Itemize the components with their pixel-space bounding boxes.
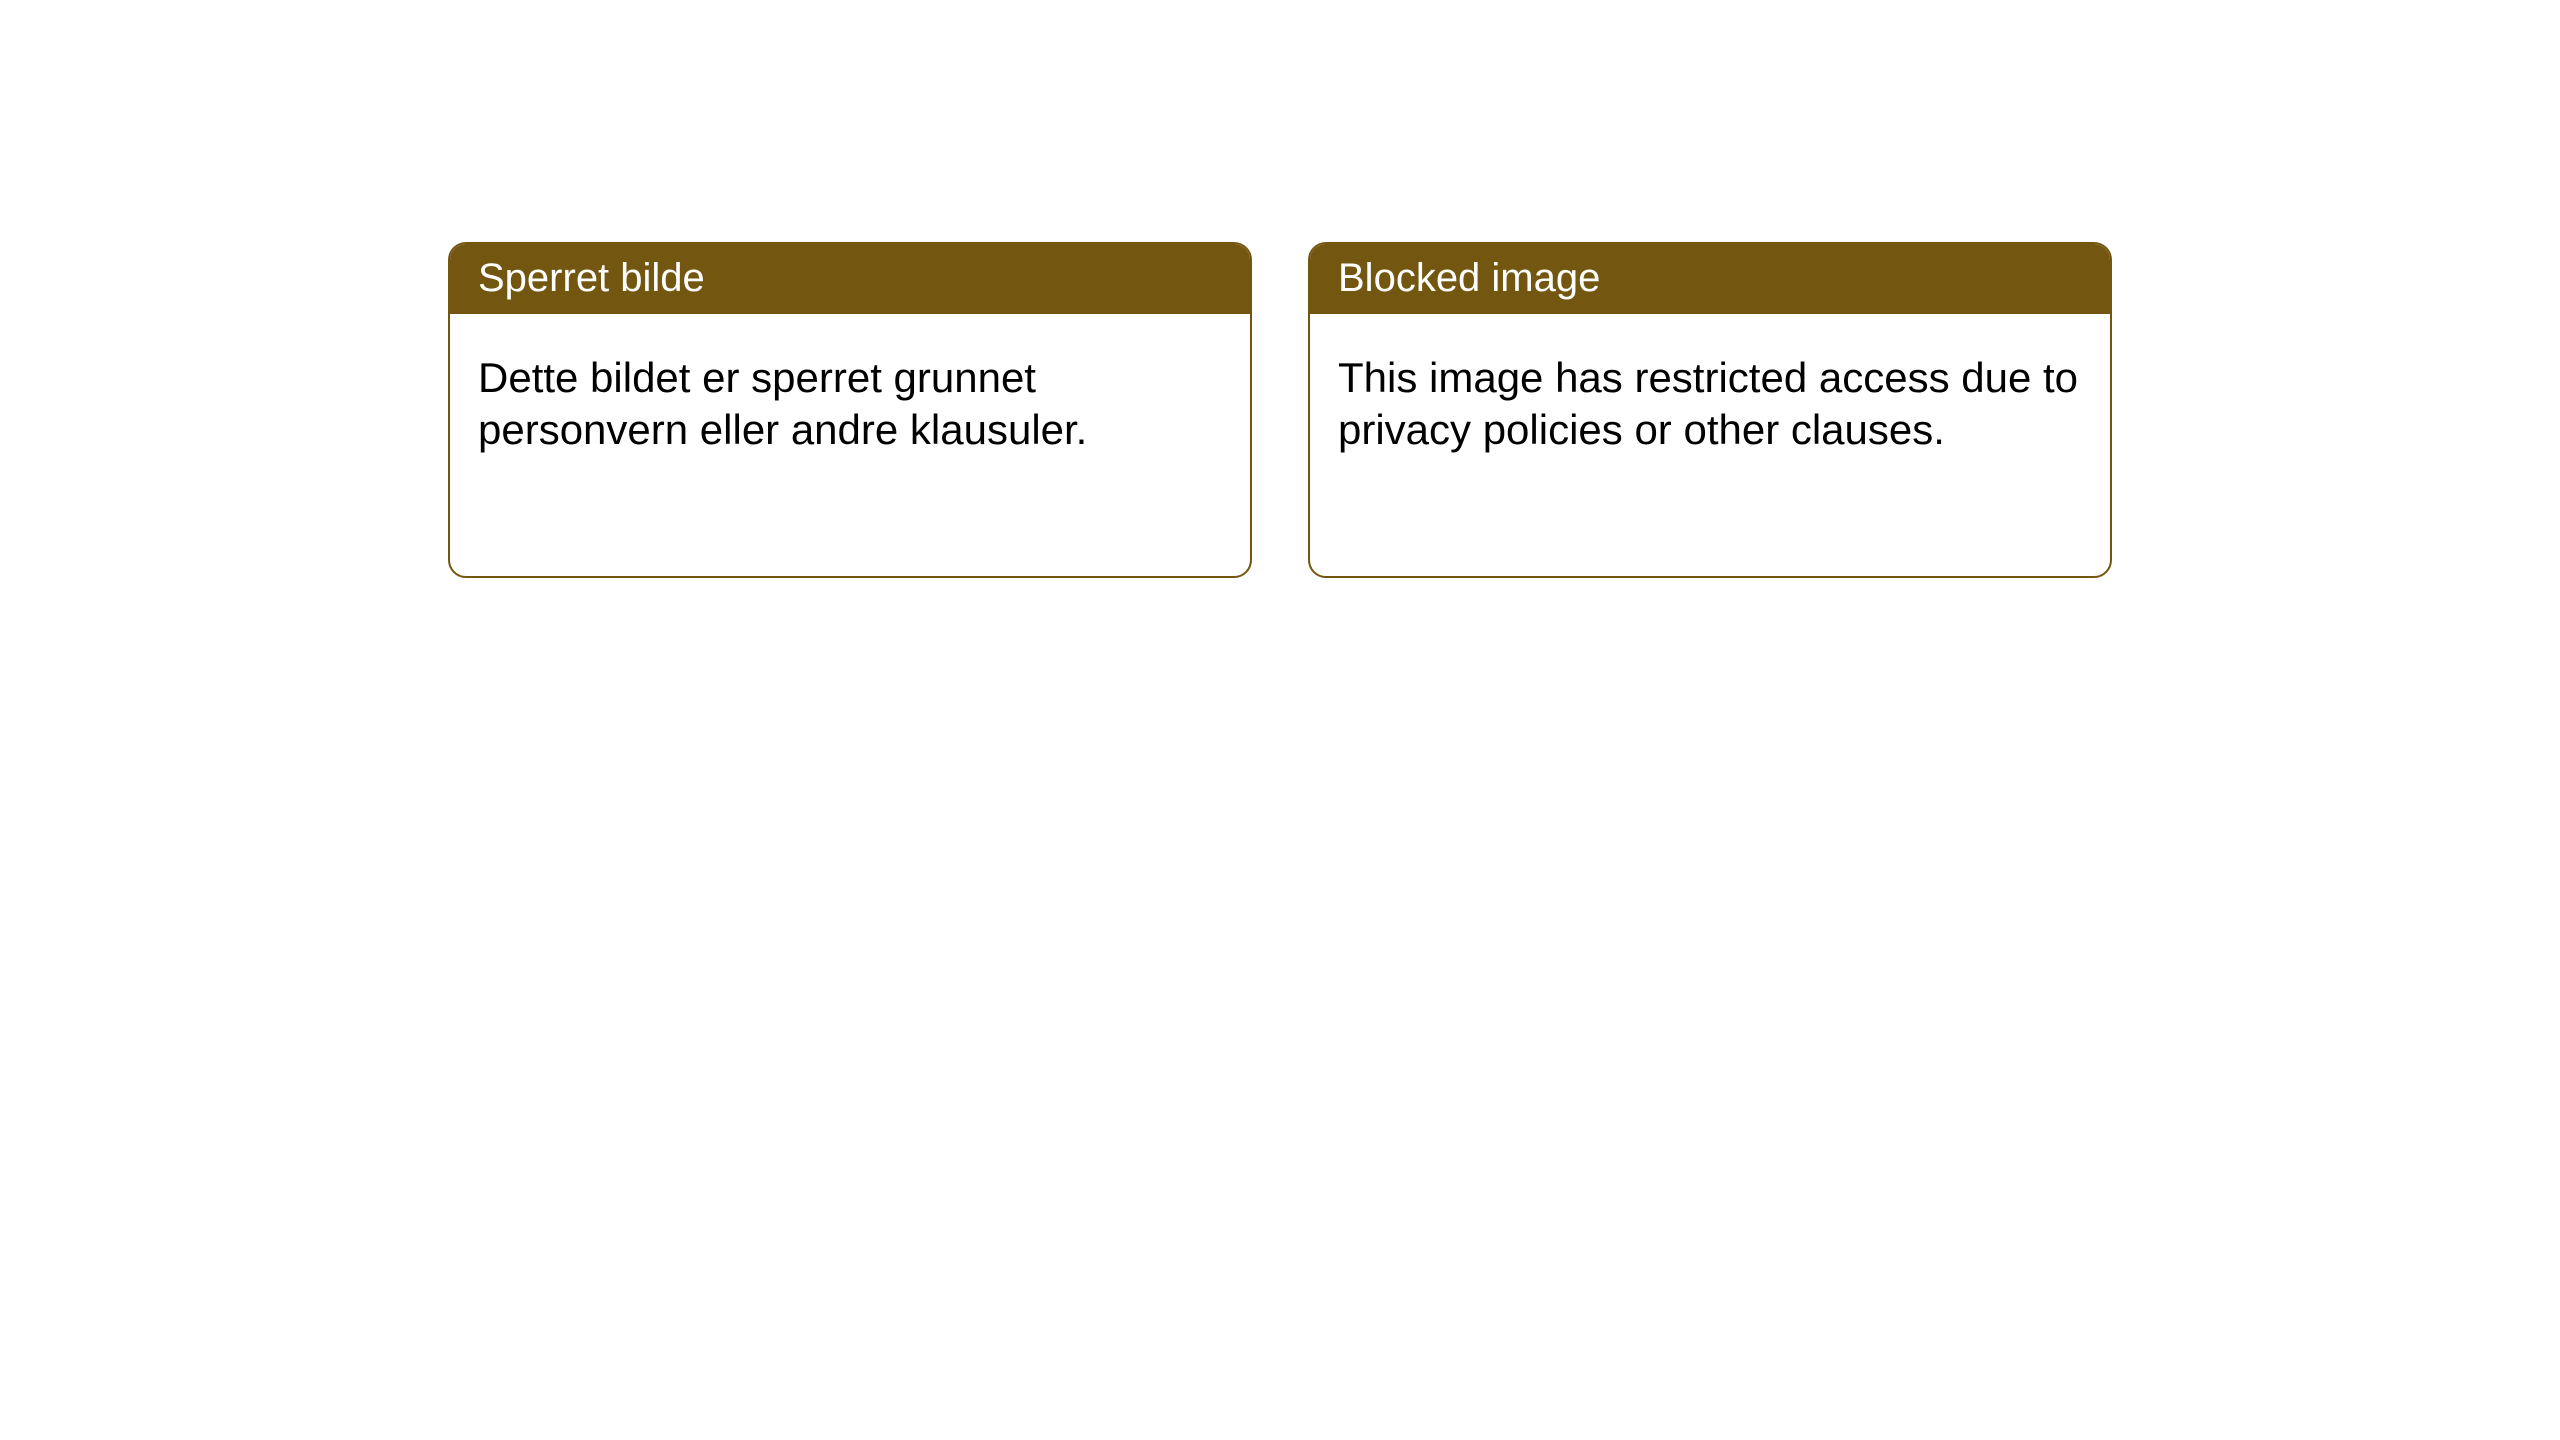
notice-header: Blocked image bbox=[1310, 244, 2110, 314]
notice-card-norwegian: Sperret bilde Dette bildet er sperret gr… bbox=[448, 242, 1252, 578]
notice-body: Dette bildet er sperret grunnet personve… bbox=[450, 314, 1250, 484]
notice-card-english: Blocked image This image has restricted … bbox=[1308, 242, 2112, 578]
notice-container: Sperret bilde Dette bildet er sperret gr… bbox=[0, 0, 2560, 578]
notice-body: This image has restricted access due to … bbox=[1310, 314, 2110, 484]
notice-header: Sperret bilde bbox=[450, 244, 1250, 314]
